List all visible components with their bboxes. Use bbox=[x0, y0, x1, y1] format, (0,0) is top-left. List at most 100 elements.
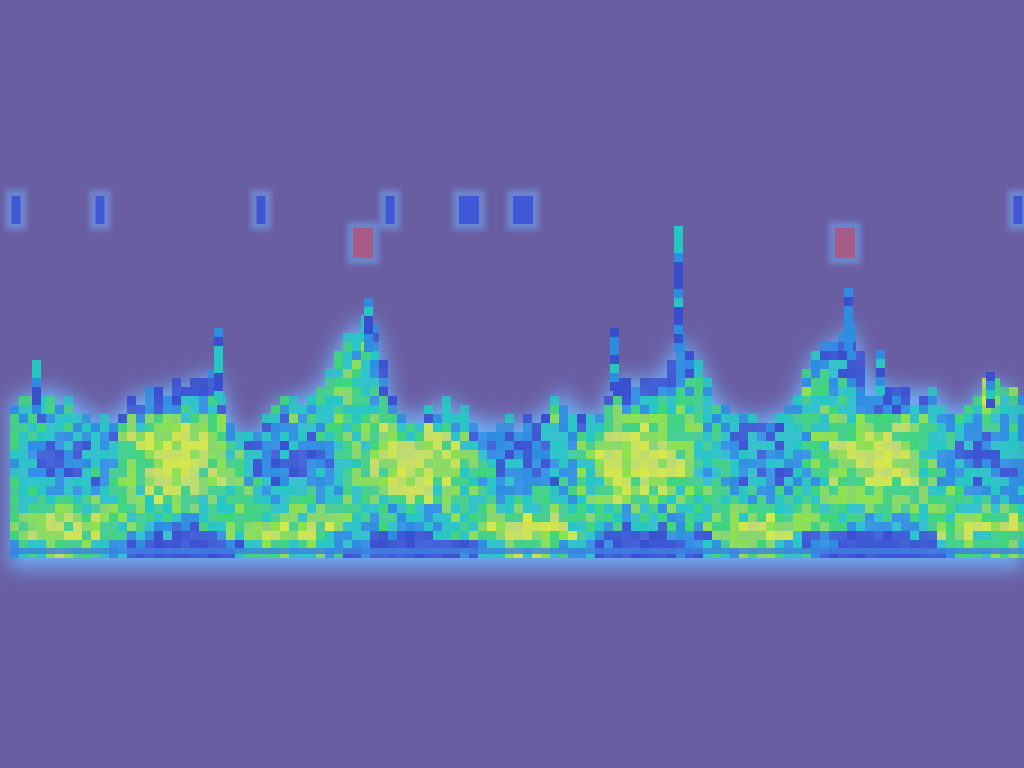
heat-cell bbox=[397, 531, 406, 540]
heat-cell bbox=[100, 459, 109, 468]
heat-cell bbox=[892, 432, 901, 441]
heat-cell bbox=[901, 477, 910, 486]
heat-cell bbox=[964, 405, 973, 414]
heat-cell bbox=[991, 450, 1000, 459]
heat-cell bbox=[424, 414, 433, 423]
cell-layer bbox=[10, 226, 1024, 558]
heat-cell bbox=[649, 486, 658, 495]
heat-cell bbox=[964, 513, 973, 522]
heat-cell bbox=[370, 468, 379, 477]
heat-cell bbox=[586, 450, 595, 459]
heat-cell bbox=[28, 540, 37, 549]
heat-cell bbox=[568, 531, 577, 540]
heat-cell bbox=[802, 486, 811, 495]
heat-cell bbox=[190, 513, 199, 522]
heat-cell bbox=[919, 405, 928, 414]
heat-cell bbox=[523, 504, 532, 513]
marker-block bbox=[385, 196, 395, 224]
heat-cell bbox=[739, 531, 748, 540]
heat-cell bbox=[919, 432, 928, 441]
heat-cell bbox=[379, 513, 388, 522]
heat-cell bbox=[550, 405, 559, 414]
heat-cell bbox=[172, 450, 181, 459]
heat-cell bbox=[811, 432, 820, 441]
heat-cell bbox=[658, 387, 667, 396]
heat-cell bbox=[703, 378, 712, 387]
heat-cell bbox=[136, 450, 145, 459]
heat-cell bbox=[118, 477, 127, 486]
heat-cell bbox=[343, 387, 352, 396]
heat-cell bbox=[622, 432, 631, 441]
heat-cell bbox=[874, 531, 883, 540]
heat-cell bbox=[793, 405, 802, 414]
heat-cell bbox=[739, 468, 748, 477]
heat-cell bbox=[19, 441, 28, 450]
heat-cell bbox=[100, 468, 109, 477]
heat-cell bbox=[667, 441, 676, 450]
heat-spike-cell bbox=[674, 262, 683, 271]
heat-cell bbox=[253, 495, 262, 504]
heat-cell bbox=[100, 414, 109, 423]
heat-cell bbox=[10, 405, 19, 414]
heat-cell bbox=[496, 441, 505, 450]
heat-cell bbox=[973, 396, 982, 405]
heat-cell bbox=[703, 468, 712, 477]
heat-cell bbox=[604, 423, 613, 432]
heat-cell bbox=[433, 423, 442, 432]
heat-cell bbox=[739, 513, 748, 522]
heat-cell bbox=[928, 540, 937, 549]
heat-cell bbox=[217, 441, 226, 450]
heat-cell bbox=[442, 459, 451, 468]
heat-cell bbox=[136, 504, 145, 513]
heat-spike-cell bbox=[674, 307, 683, 316]
heat-cell bbox=[811, 450, 820, 459]
heat-cell bbox=[586, 468, 595, 477]
heat-cell bbox=[397, 441, 406, 450]
heat-cell bbox=[523, 414, 532, 423]
heat-cell bbox=[460, 450, 469, 459]
heat-cell bbox=[676, 441, 685, 450]
heat-cell bbox=[649, 441, 658, 450]
heat-cell bbox=[901, 387, 910, 396]
heat-cell bbox=[46, 459, 55, 468]
heat-cell bbox=[595, 504, 604, 513]
heat-cell bbox=[613, 450, 622, 459]
heat-cell bbox=[874, 495, 883, 504]
heat-cell bbox=[874, 486, 883, 495]
heat-cell bbox=[478, 522, 487, 531]
heat-cell bbox=[280, 522, 289, 531]
heat-cell bbox=[721, 423, 730, 432]
heat-cell bbox=[685, 441, 694, 450]
heat-cell bbox=[145, 432, 154, 441]
heat-cell bbox=[676, 387, 685, 396]
heat-cell bbox=[235, 441, 244, 450]
heat-cell bbox=[469, 495, 478, 504]
heat-cell bbox=[280, 459, 289, 468]
heat-cell bbox=[703, 504, 712, 513]
heat-cell bbox=[784, 459, 793, 468]
heat-cell bbox=[64, 513, 73, 522]
heat-cell bbox=[190, 540, 199, 549]
heat-cell bbox=[55, 459, 64, 468]
heat-cell bbox=[154, 432, 163, 441]
heat-cell bbox=[388, 540, 397, 549]
heat-cell bbox=[730, 504, 739, 513]
heat-cell bbox=[424, 468, 433, 477]
heat-cell bbox=[109, 468, 118, 477]
heat-cell bbox=[802, 396, 811, 405]
heat-cell bbox=[415, 432, 424, 441]
heat-cell bbox=[91, 441, 100, 450]
heat-cell bbox=[316, 504, 325, 513]
heat-cell bbox=[505, 459, 514, 468]
heat-cell bbox=[712, 423, 721, 432]
heat-cell bbox=[100, 540, 109, 549]
heat-cell bbox=[595, 414, 604, 423]
heat-cell bbox=[838, 531, 847, 540]
heat-cell bbox=[136, 522, 145, 531]
heat-cell bbox=[613, 432, 622, 441]
heat-cell bbox=[730, 423, 739, 432]
heat-cell bbox=[343, 432, 352, 441]
heat-spike-cell bbox=[674, 244, 683, 253]
heat-cell bbox=[928, 477, 937, 486]
